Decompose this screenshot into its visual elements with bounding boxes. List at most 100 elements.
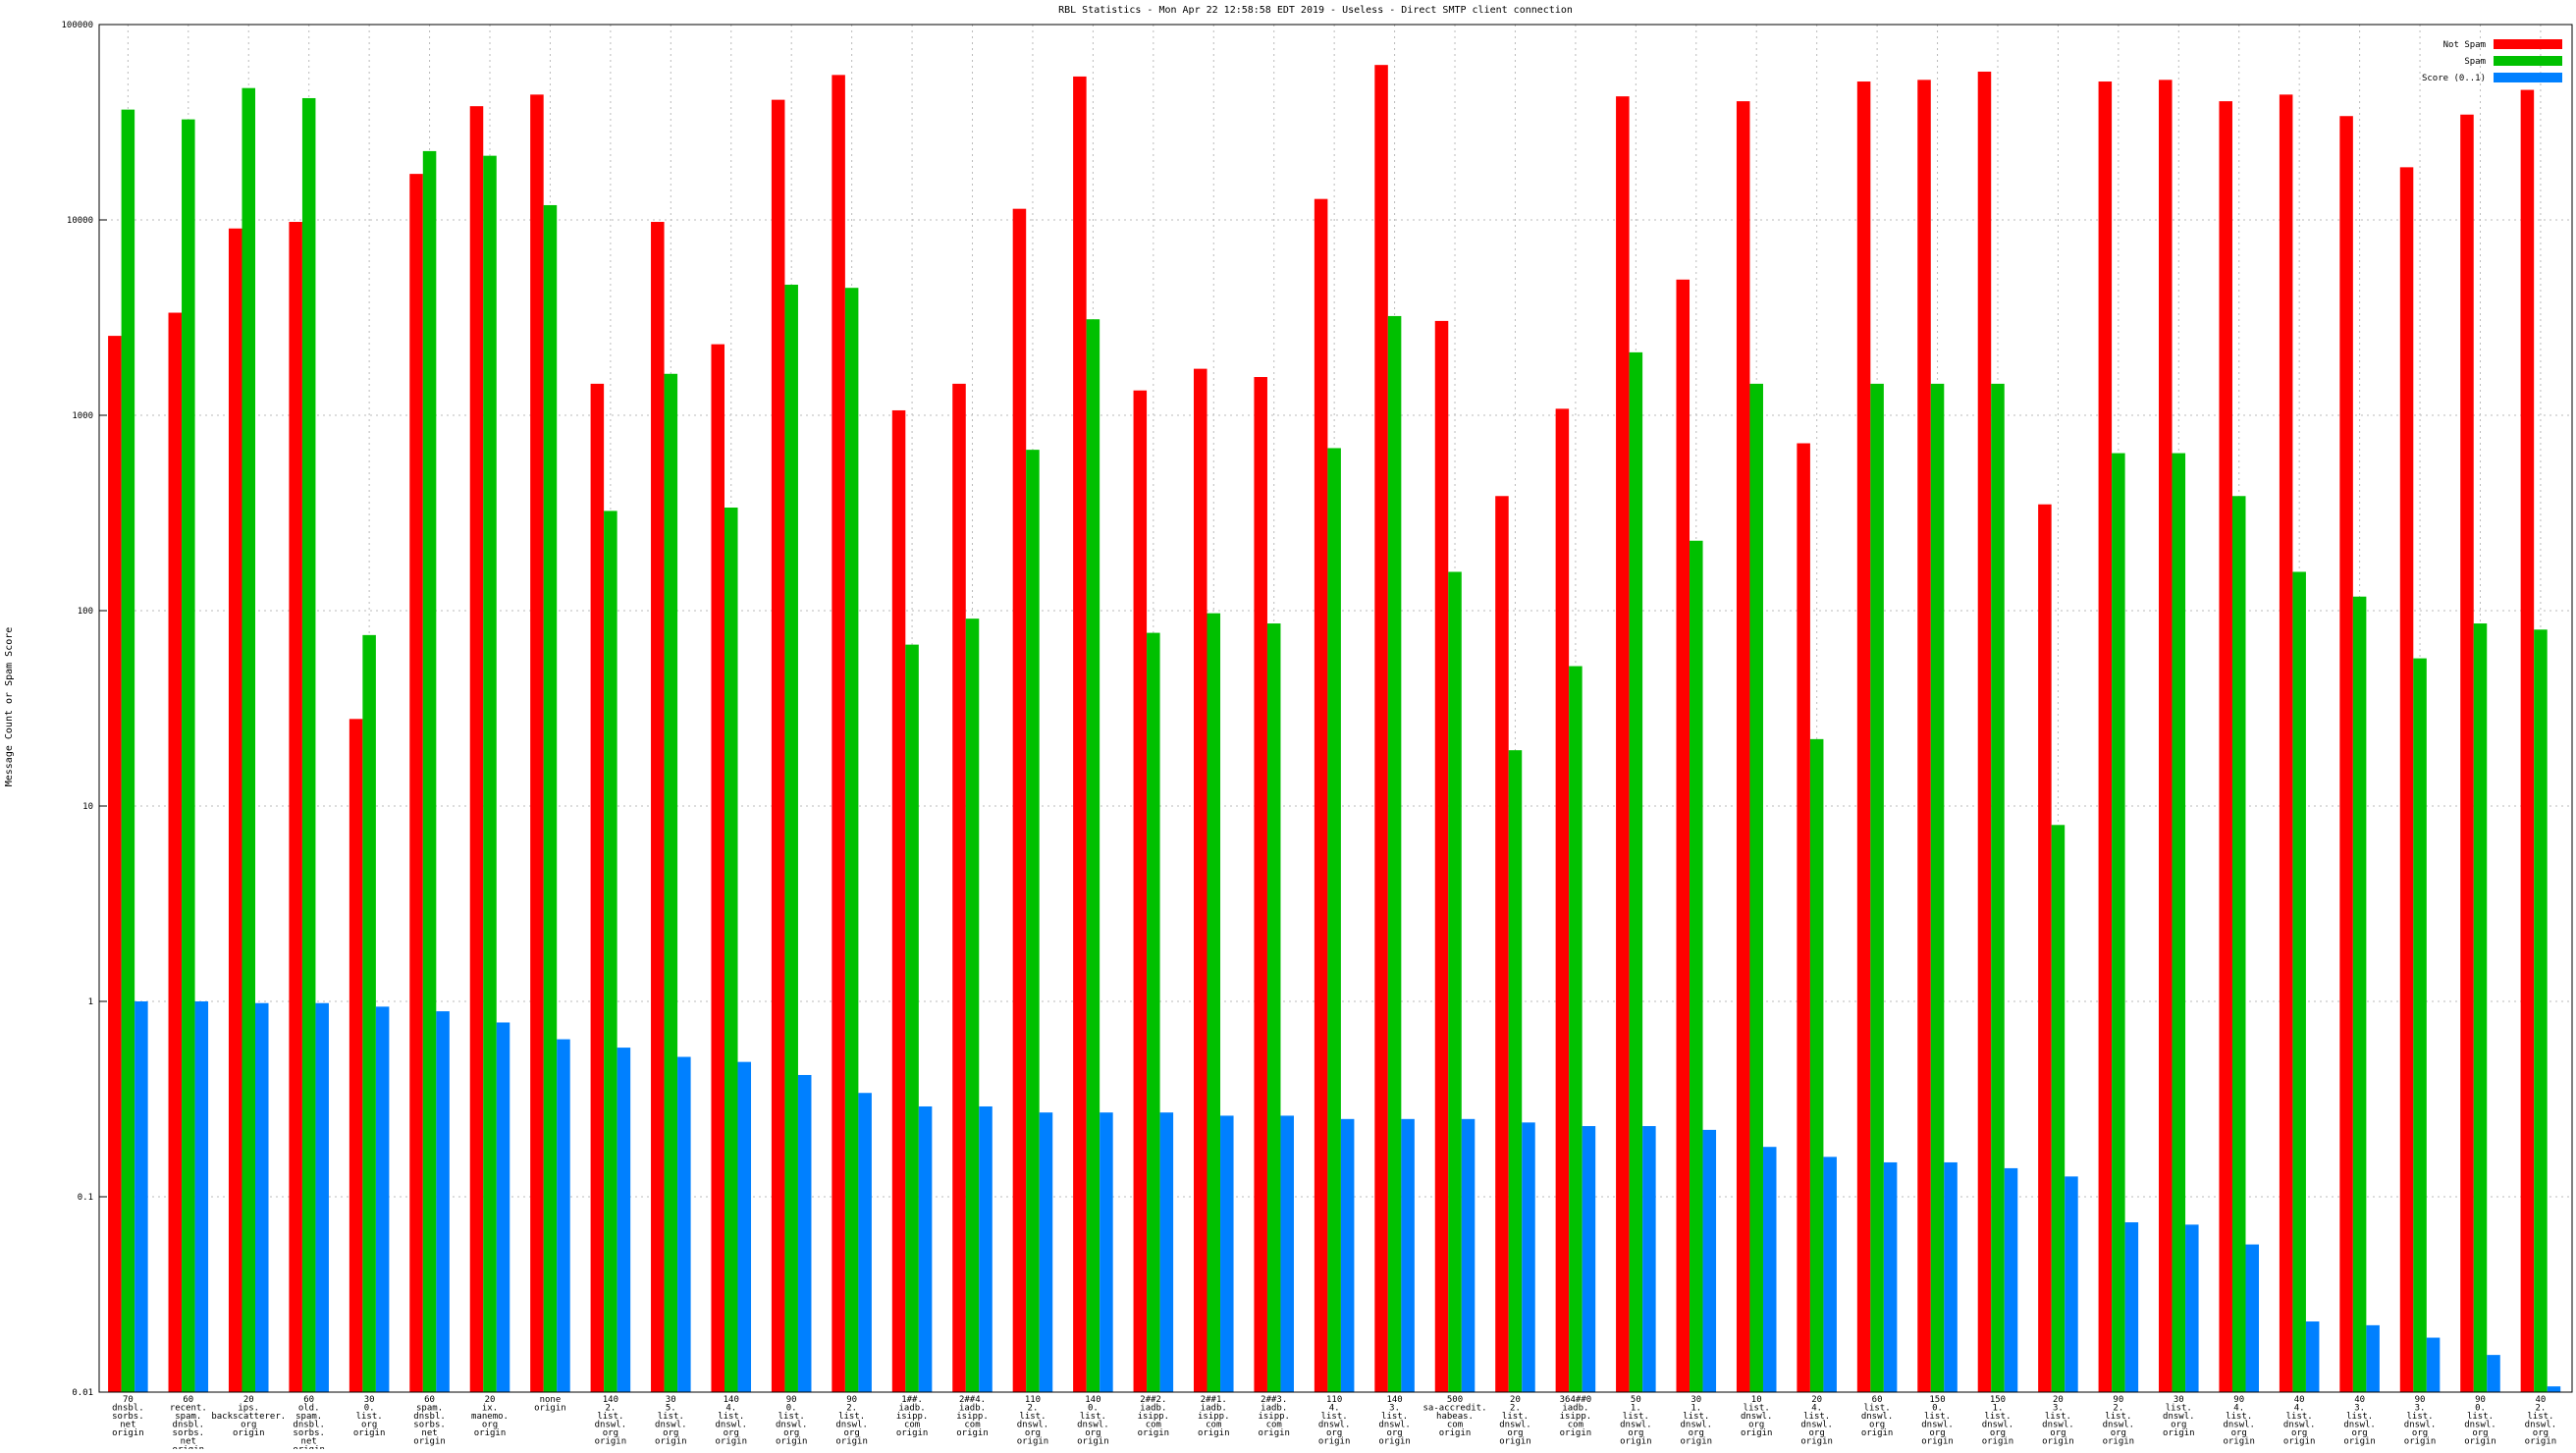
bar <box>617 1048 631 1392</box>
bar <box>1823 1157 1837 1392</box>
bar <box>2305 1321 2320 1392</box>
bar <box>651 222 665 1392</box>
bar <box>289 222 302 1392</box>
x-tick-label: 90 2. list. dnswl. org origin <box>2103 1395 2135 1447</box>
bar <box>1582 1126 1596 1392</box>
bar <box>242 87 256 1392</box>
bar <box>604 511 617 1392</box>
bar <box>2124 1222 2139 1392</box>
bar <box>1387 315 1402 1393</box>
bar <box>375 1006 390 1392</box>
x-tick-label: 30 5. list. dnswl. org origin <box>655 1395 687 1447</box>
x-tick-label: 10 list. dnswl. org origin <box>1741 1395 1773 1438</box>
x-tick-label: 90 0. list. dnswl. org origin <box>776 1395 808 1447</box>
plot-border <box>98 24 2573 1393</box>
bar <box>557 1039 570 1392</box>
bar <box>1280 1115 1294 1392</box>
bar <box>918 1105 933 1392</box>
bar <box>1642 1126 1656 1392</box>
x-tick-label: 2##2. iadb. isipp. com origin <box>1138 1395 1170 1438</box>
bar <box>1374 65 1388 1392</box>
y-tick-label: 10 <box>82 802 93 812</box>
bar <box>797 1074 812 1392</box>
bar <box>2534 629 2548 1392</box>
bar <box>784 284 798 1392</box>
bar <box>2051 825 2066 1392</box>
x-tick-label: 30 0. list. org origin <box>353 1395 386 1438</box>
bar <box>711 344 724 1392</box>
bar <box>724 508 738 1392</box>
bar <box>2172 453 2186 1392</box>
bar <box>2004 1167 2018 1392</box>
bar <box>1702 1129 1717 1392</box>
bar <box>436 1011 450 1392</box>
bar <box>1977 71 1992 1392</box>
bar <box>2352 596 2367 1392</box>
bar <box>1930 383 1945 1393</box>
bar <box>677 1056 691 1392</box>
bar <box>905 644 919 1392</box>
bar <box>1690 540 1703 1392</box>
x-tick-label: 30 list. dnswl. org origin <box>2163 1395 2195 1438</box>
bar <box>1749 383 1763 1393</box>
bar <box>1917 80 1931 1393</box>
bar <box>2520 89 2535 1392</box>
bar <box>844 288 859 1392</box>
bar <box>422 150 437 1393</box>
bar <box>2231 496 2246 1392</box>
y-tick-label: 1 <box>88 997 93 1007</box>
bar <box>1193 368 1208 1393</box>
bar <box>255 1002 269 1392</box>
x-tick-label: 60 spam. dnsbl. sorbs. net origin <box>413 1395 446 1447</box>
bar <box>121 109 135 1392</box>
bar <box>2292 571 2306 1392</box>
bar <box>1434 320 1449 1392</box>
bar <box>1797 443 1810 1392</box>
x-tick-label: 150 0. list. dnswl. org origin <box>1921 1395 1954 1447</box>
bar <box>1569 666 1583 1392</box>
bar <box>1147 632 1160 1392</box>
x-tick-label: 20 4. list. dnswl. org origin <box>1800 1395 1833 1447</box>
bar <box>1856 81 1871 1392</box>
bar <box>1448 571 1462 1392</box>
bar <box>1073 76 1087 1393</box>
y-axis-label: Message Count or Spam Score <box>4 627 15 787</box>
x-tick-label: 20 3. list. dnswl. org origin <box>2042 1395 2074 1447</box>
bar <box>1991 383 2005 1393</box>
x-tick-label: 20 ips. backscatterer. org origin <box>211 1395 286 1438</box>
x-tick-label: 140 4. list. dnswl. org origin <box>716 1395 748 1447</box>
legend-label: Not Spam <box>2443 40 2486 50</box>
legend-swatch <box>2494 39 2562 49</box>
bar <box>1207 613 1221 1392</box>
x-tick-label: 70 dnsbl. sorbs. net origin <box>112 1395 144 1438</box>
legend-label: Spam <box>2464 57 2486 67</box>
bar <box>134 1001 148 1392</box>
bar <box>979 1105 993 1392</box>
bar <box>301 97 316 1392</box>
bar <box>2487 1355 2500 1392</box>
bar <box>1461 1118 1476 1392</box>
x-tick-label: 1##. iadb. isipp. com origin <box>896 1395 929 1438</box>
bar <box>168 312 183 1392</box>
bar <box>737 1061 752 1392</box>
bar <box>1676 279 1690 1392</box>
legend-swatch <box>2494 56 2562 66</box>
x-tick-label: 90 4. list. dnswl. org origin <box>2223 1395 2255 1447</box>
bar <box>590 383 605 1393</box>
bar <box>194 1001 209 1392</box>
bar <box>409 174 423 1392</box>
bar <box>2339 116 2353 1392</box>
bar <box>2219 101 2232 1392</box>
bar <box>315 1002 329 1392</box>
bar <box>1401 1118 1415 1392</box>
bar <box>891 409 906 1393</box>
x-tick-label: none origin <box>534 1395 566 1414</box>
bar <box>1762 1147 1777 1392</box>
bar <box>664 373 678 1392</box>
bar <box>1327 448 1341 1393</box>
bar <box>2038 504 2052 1392</box>
x-tick-label: 90 2. list. dnswl. org origin <box>835 1395 868 1447</box>
